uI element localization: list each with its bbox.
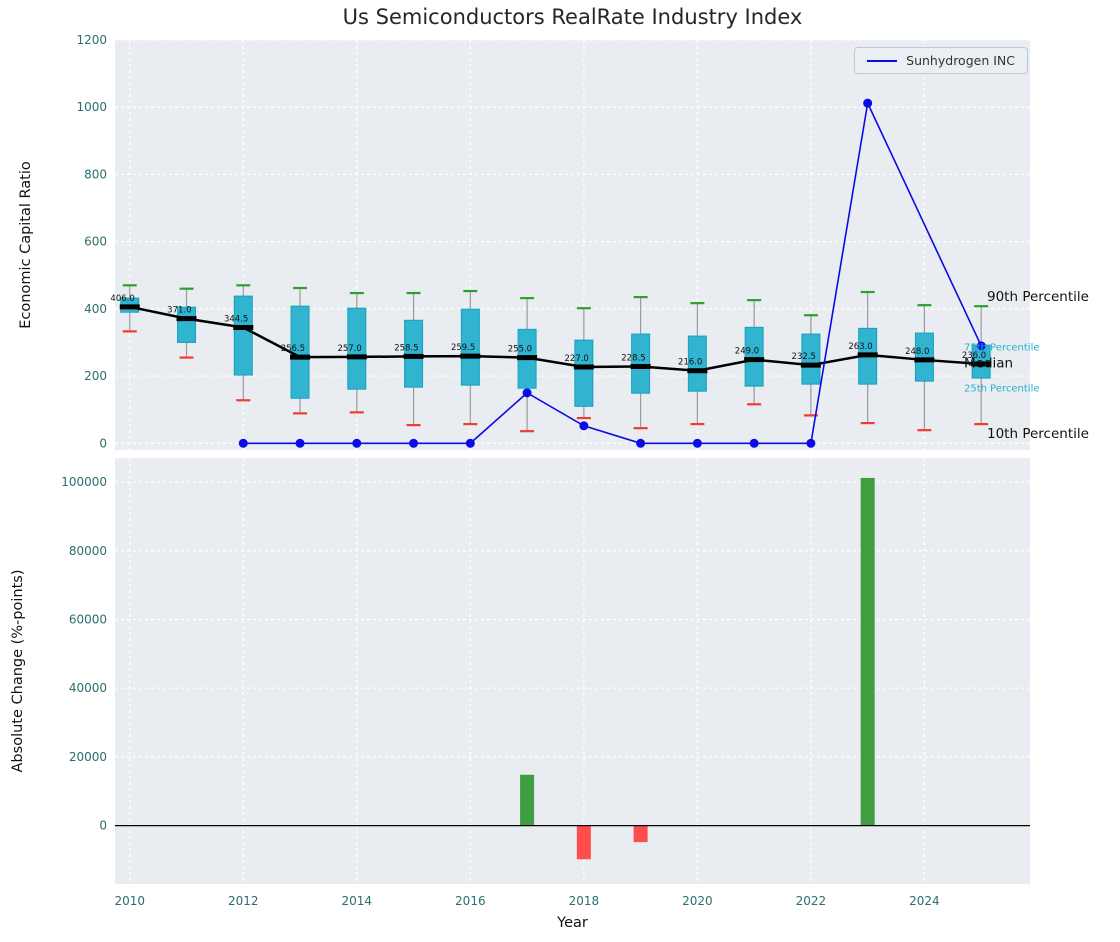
svg-text:1200: 1200 [76,33,107,47]
svg-text:255.0: 255.0 [508,345,532,355]
axis-ticks: 0 200 400 600 800 1000 1200 0 20000 40000 60000 800… [61,33,940,908]
svg-text:Median: Median [964,356,1013,372]
legend-line-swatch [867,59,898,62]
svg-text:216.0: 216.0 [678,358,702,368]
svg-text:236.0: 236.0 [962,351,986,361]
svg-text:232.5: 232.5 [792,352,816,362]
svg-text:90th Percentile: 90th Percentile [987,289,1089,305]
svg-text:40000: 40000 [69,681,107,695]
chart-title: Us Semiconductors RealRate Industry Inde… [342,5,803,29]
svg-text:200: 200 [84,369,107,383]
svg-text:2018: 2018 [569,894,600,908]
svg-text:344.5: 344.5 [224,315,248,325]
svg-text:2022: 2022 [796,894,827,908]
svg-text:2024: 2024 [909,894,940,908]
legend-label: Sunhydrogen INC [906,53,1015,68]
svg-text:1000: 1000 [76,100,107,114]
svg-text:25th Percentile: 25th Percentile [964,383,1040,394]
axis-labels: Economic Capital Ratio Absolute Change (%… [10,161,588,931]
svg-text:2010: 2010 [114,894,145,908]
boxplots [120,284,991,433]
svg-text:227.0: 227.0 [565,354,589,364]
svg-text:406.0: 406.0 [110,294,134,304]
svg-text:2016: 2016 [455,894,486,908]
svg-text:800: 800 [84,167,107,181]
svg-text:256.5: 256.5 [281,344,305,354]
median-line: 406.0 371.0 344.5 256.5 257.0 258.5 259.5 255.0… [110,294,992,374]
legend: Sunhydrogen INC [854,47,1028,74]
svg-text:259.5: 259.5 [451,343,475,353]
svg-text:100000: 100000 [61,475,107,489]
svg-text:0: 0 [99,436,107,450]
company-series-line [238,98,986,448]
panel-backgrounds [115,40,1030,884]
percentile-annotations: 90th Percentile 75th Percentile Median 25th… [964,289,1089,442]
svg-text:Economic Capital Ratio: Economic Capital Ratio [18,161,34,329]
svg-text:60000: 60000 [69,612,107,626]
svg-text:2020: 2020 [682,894,713,908]
svg-text:20000: 20000 [69,750,107,764]
svg-text:371.0: 371.0 [167,306,191,316]
svg-text:263.0: 263.0 [848,342,872,352]
svg-text:400: 400 [84,302,107,316]
svg-text:2014: 2014 [342,894,373,908]
svg-text:228.5: 228.5 [621,353,645,363]
svg-text:80000: 80000 [69,544,107,558]
svg-text:75th Percentile: 75th Percentile [964,342,1040,353]
svg-text:10th Percentile: 10th Percentile [987,426,1089,442]
svg-text:257.0: 257.0 [337,344,361,354]
change-bars [115,477,1030,860]
svg-text:248.0: 248.0 [905,347,929,357]
svg-text:0: 0 [99,819,107,833]
svg-text:Absolute Change (%-points): Absolute Change (%-points) [10,570,26,773]
svg-text:249.0: 249.0 [735,347,759,357]
svg-text:2012: 2012 [228,894,259,908]
svg-text:258.5: 258.5 [394,343,418,353]
svg-text:600: 600 [84,235,107,249]
svg-text:Year: Year [556,915,588,931]
